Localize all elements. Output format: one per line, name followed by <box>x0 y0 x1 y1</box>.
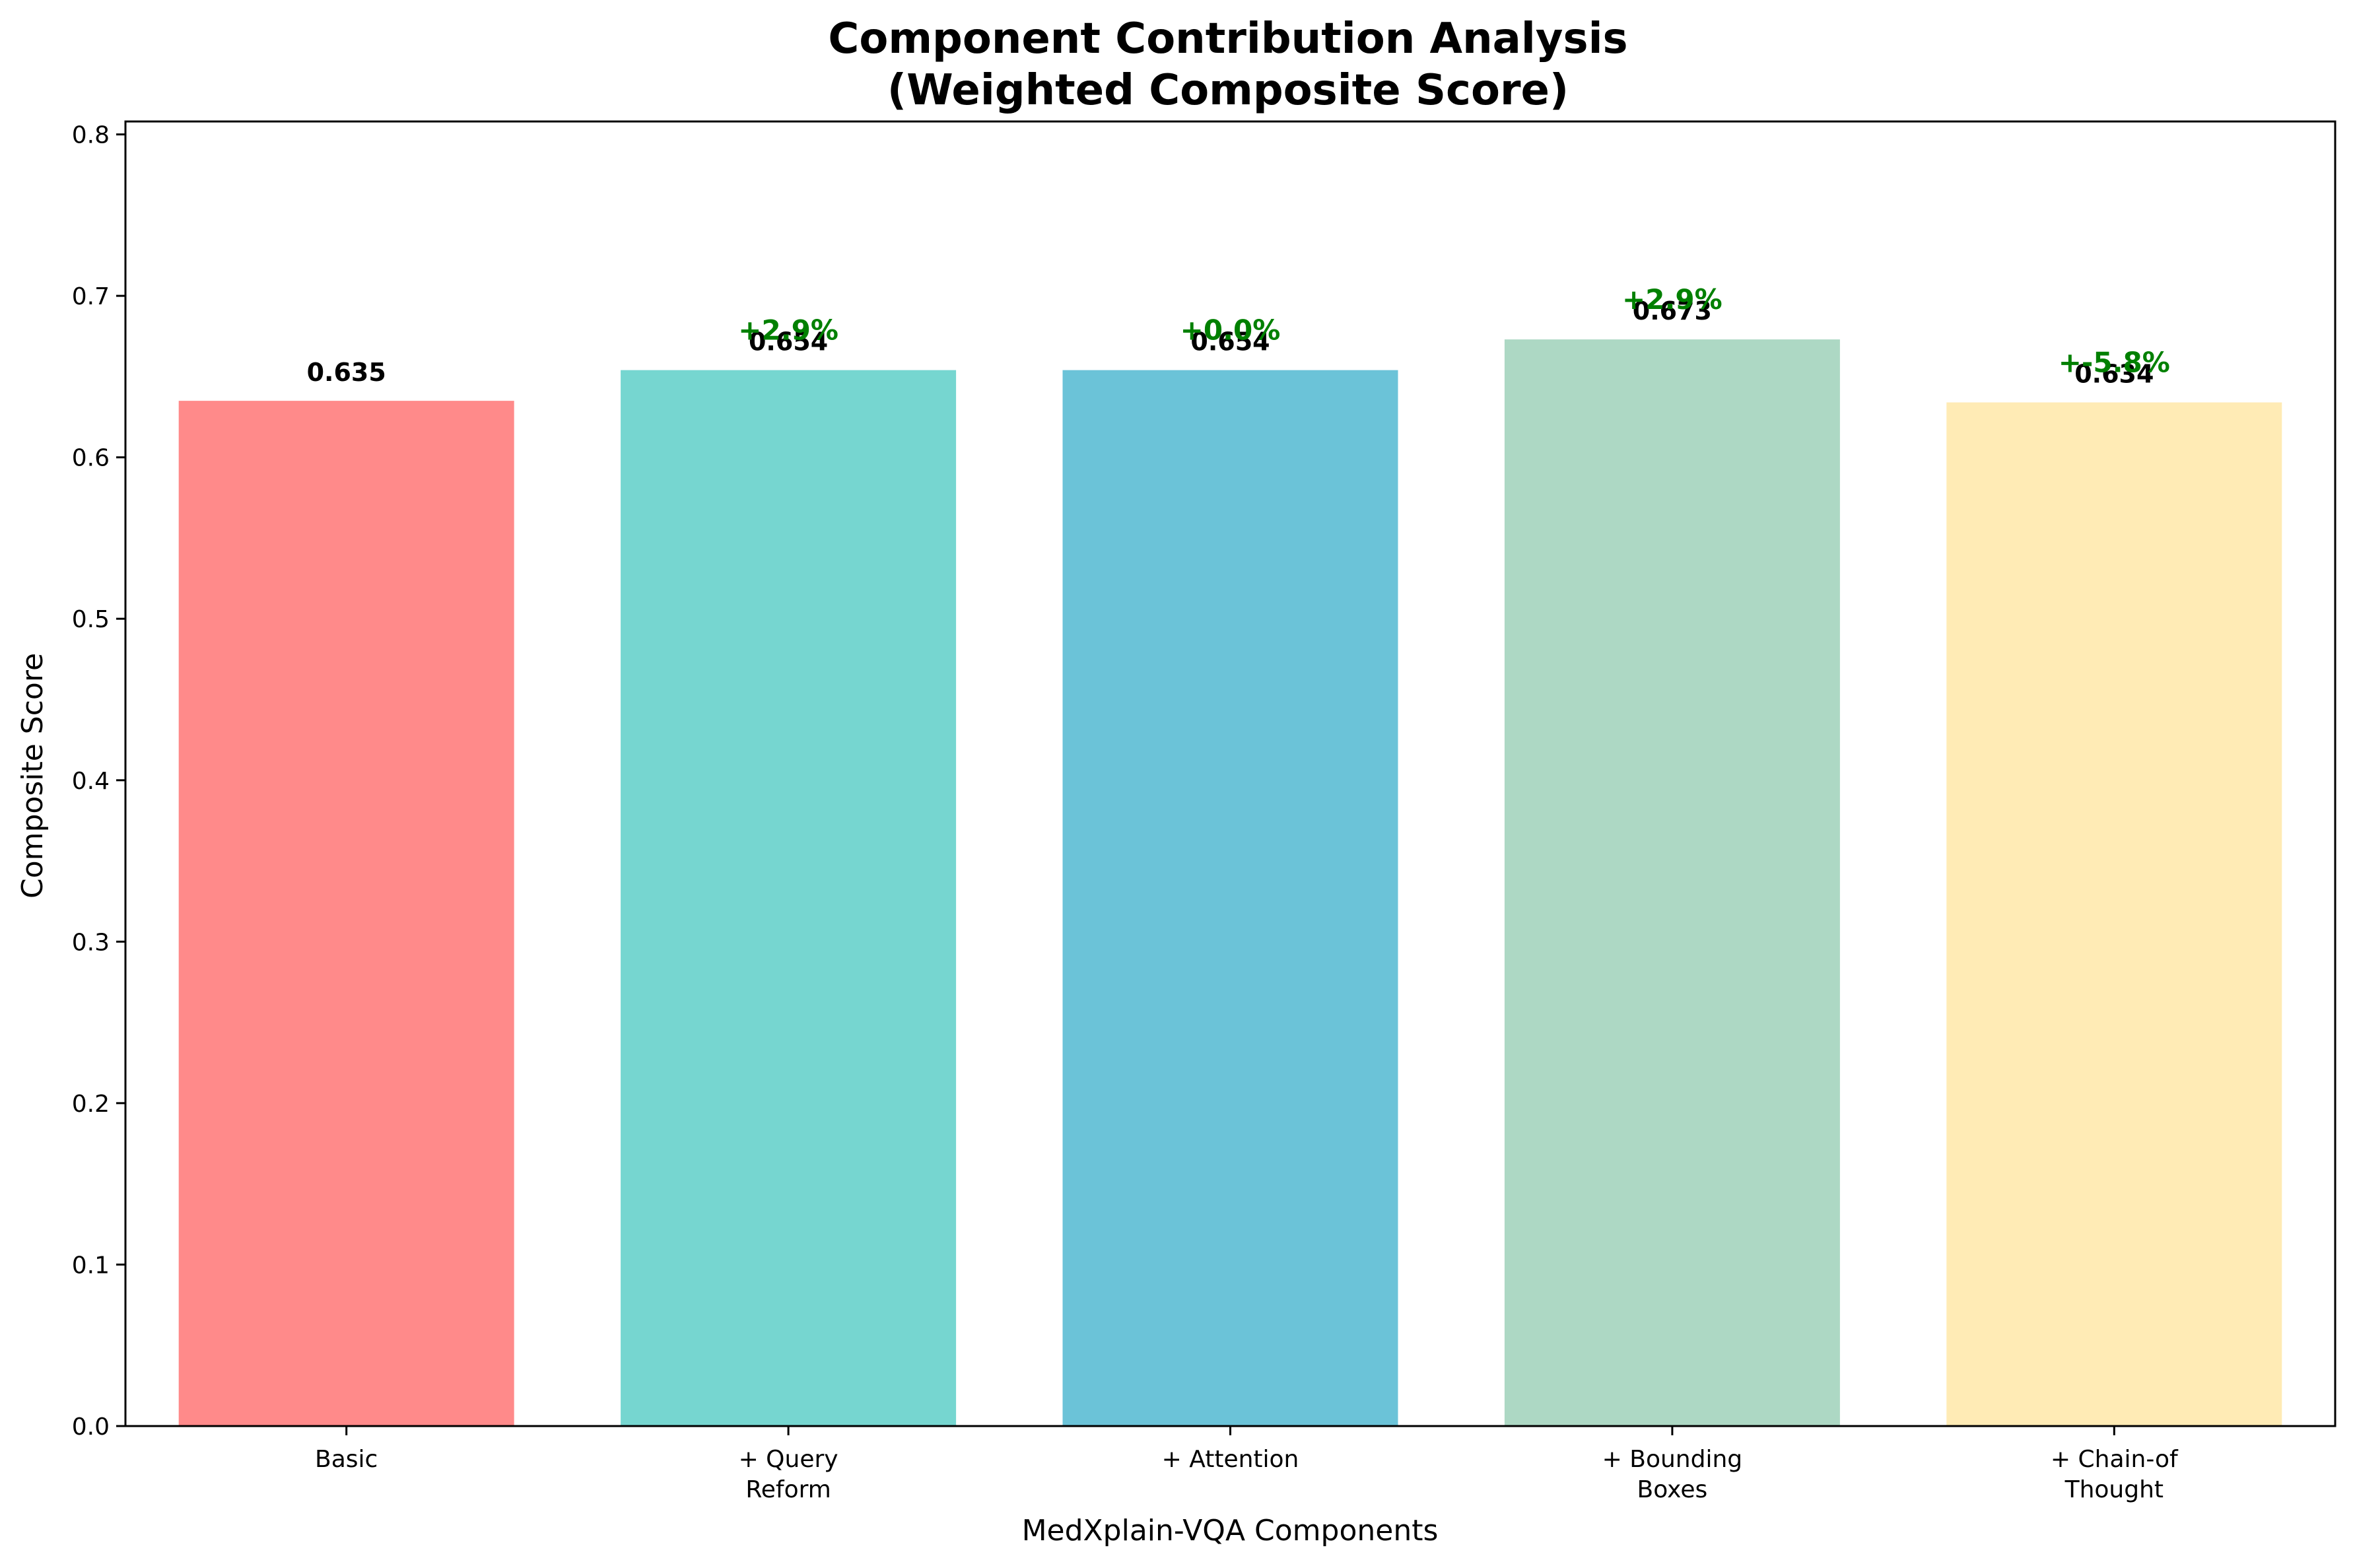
bar-3 <box>1504 339 1840 1426</box>
x-tick-label-3-1: Boxes <box>1637 1476 1708 1503</box>
x-tick-label-0-0: Basic <box>315 1446 378 1473</box>
chart-title-line-1: Component Contribution Analysis <box>828 15 1627 63</box>
delta-label-1: +2.9% <box>738 314 838 347</box>
value-label-0: 0.635 <box>307 358 386 387</box>
x-tick-label-4-1: Thought <box>2064 1476 2164 1503</box>
x-tick-label-1-1: Reform <box>745 1476 831 1503</box>
delta-label-3: +2.9% <box>1622 283 1722 316</box>
delta-label-4: +-5.8% <box>2059 347 2170 379</box>
x-tick-label-2-0: + Attention <box>1162 1446 1299 1473</box>
chart-title-line-2: (Weighted Composite Score) <box>887 66 1569 115</box>
y-tick-label-1: 0.1 <box>72 1252 110 1279</box>
y-tick-label-5: 0.5 <box>72 606 110 633</box>
x-tick-label-3-0: + Bounding <box>1602 1446 1742 1473</box>
bar-4 <box>1946 402 2282 1426</box>
value-label-1: 0.654 <box>749 327 828 357</box>
y-tick-label-6: 0.6 <box>72 445 110 472</box>
plot-frame <box>124 120 2336 1427</box>
x-tick-label-4-0: + Chain-of <box>2051 1446 2179 1473</box>
y-axis-label: Composite Score <box>16 653 50 899</box>
bar-0 <box>178 401 514 1426</box>
value-label-2: 0.654 <box>1190 327 1270 357</box>
bar-2 <box>1062 370 1398 1426</box>
delta-label-2: +0.0% <box>1180 314 1281 347</box>
value-label-4: 0.634 <box>2074 360 2154 389</box>
y-tick-label-8: 0.8 <box>72 122 110 149</box>
y-tick-label-7: 0.7 <box>72 283 110 310</box>
y-tick-label-0: 0.0 <box>72 1414 110 1441</box>
y-tick-label-3: 0.3 <box>72 929 110 956</box>
y-tick-label-4: 0.4 <box>72 768 110 795</box>
bar-1 <box>621 370 957 1426</box>
y-tick-label-2: 0.2 <box>72 1091 110 1118</box>
x-tick-label-1-0: + Query <box>739 1446 838 1473</box>
x-axis-label: MedXplain-VQA Components <box>1022 1514 1439 1548</box>
value-label-3: 0.673 <box>1633 296 1712 325</box>
